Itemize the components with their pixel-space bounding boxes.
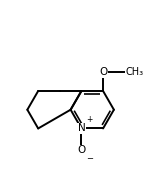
Text: N: N <box>78 123 85 133</box>
Text: −: − <box>86 154 93 163</box>
Text: O: O <box>99 67 107 77</box>
Text: +: + <box>86 115 93 124</box>
Text: O: O <box>77 145 86 155</box>
Text: CH₃: CH₃ <box>126 67 144 77</box>
